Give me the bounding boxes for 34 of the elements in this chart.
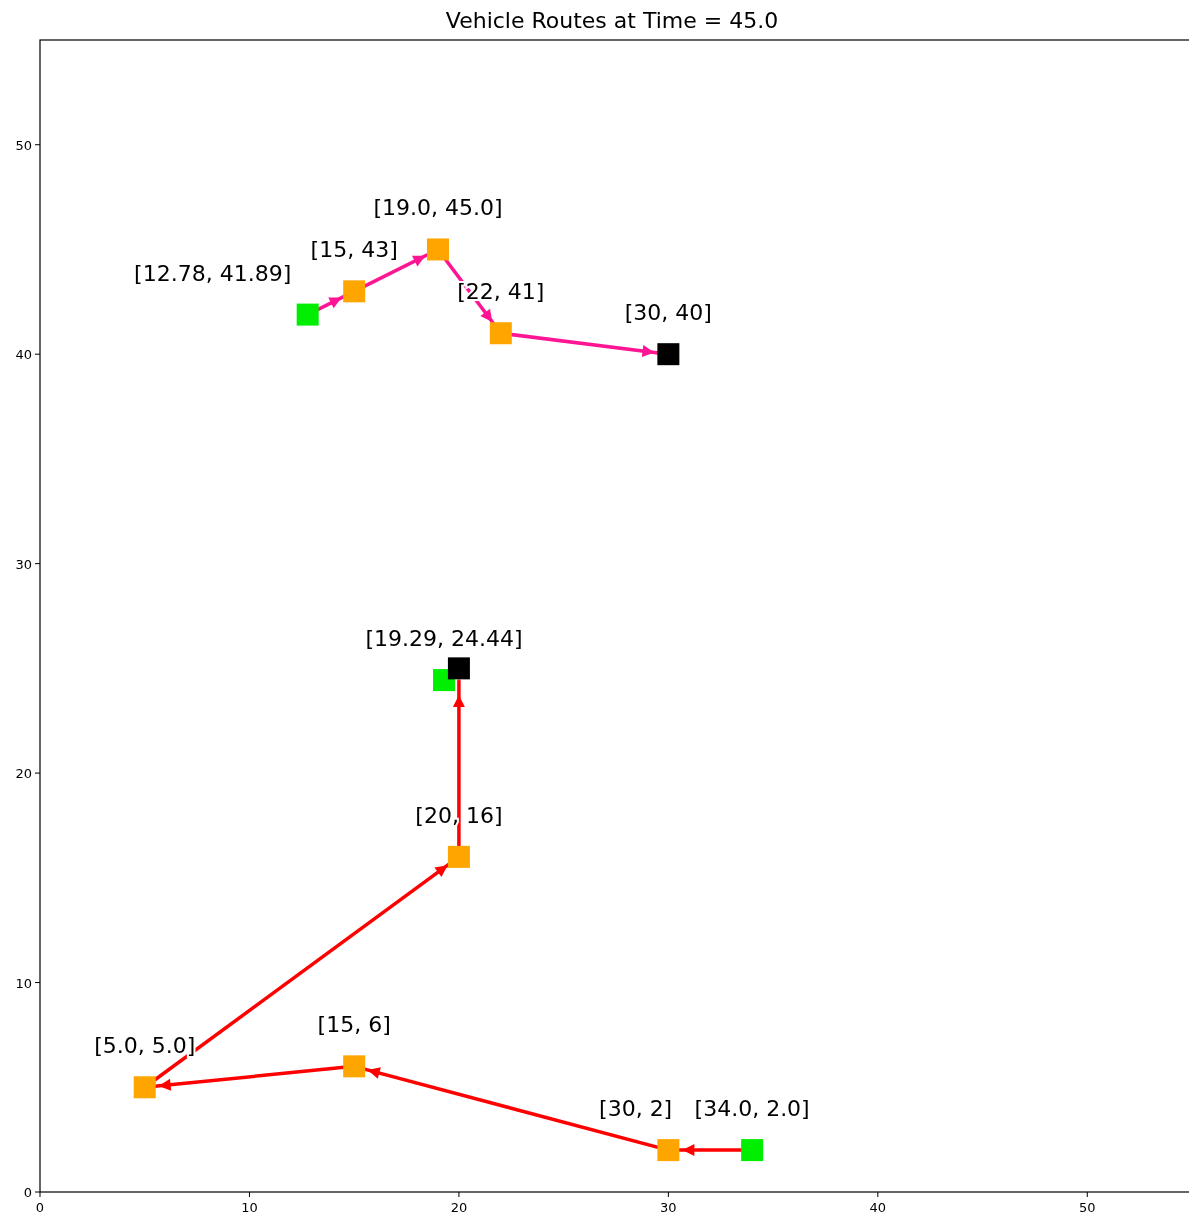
point bbox=[426, 238, 449, 261]
data-label: [12.78, 41.89] bbox=[134, 260, 292, 286]
point bbox=[741, 1139, 764, 1162]
point bbox=[447, 657, 470, 680]
point bbox=[489, 322, 512, 345]
y-tick-label: 40 bbox=[15, 347, 32, 363]
x-tick-label: 40 bbox=[869, 1200, 887, 1215]
point bbox=[657, 1139, 680, 1162]
point bbox=[133, 1076, 156, 1099]
y-tick-label: 0 bbox=[23, 1185, 32, 1200]
data-label: [20, 16] bbox=[415, 802, 503, 828]
y-tick-label: 30 bbox=[15, 556, 32, 572]
point bbox=[343, 280, 366, 303]
point bbox=[447, 845, 470, 868]
data-label: [19.29, 24.44] bbox=[365, 626, 523, 652]
data-label: [30, 2] bbox=[599, 1096, 673, 1122]
data-label: [15, 6] bbox=[317, 1012, 391, 1038]
y-tick-label: 50 bbox=[15, 137, 32, 153]
point bbox=[343, 1055, 366, 1078]
data-label: [5.0, 5.0] bbox=[94, 1033, 196, 1059]
chart-title: Vehicle Routes at Time = 45.0 bbox=[445, 8, 779, 33]
x-tick-label: 0 bbox=[35, 1200, 45, 1215]
point bbox=[657, 343, 680, 366]
y-tick-label: 10 bbox=[15, 975, 32, 991]
x-tick-label: 50 bbox=[1079, 1200, 1096, 1215]
x-tick-label: 20 bbox=[450, 1200, 468, 1215]
y-tick-label: 20 bbox=[15, 766, 32, 782]
x-tick-label: 10 bbox=[241, 1200, 258, 1215]
data-label: [15, 43] bbox=[310, 237, 398, 263]
data-label: [19.0, 45.0] bbox=[373, 195, 503, 221]
x-tick-label: 30 bbox=[660, 1200, 677, 1215]
data-label: [34.0, 2.0] bbox=[694, 1096, 810, 1122]
data-label: [30, 40] bbox=[624, 300, 712, 326]
point bbox=[296, 303, 319, 326]
